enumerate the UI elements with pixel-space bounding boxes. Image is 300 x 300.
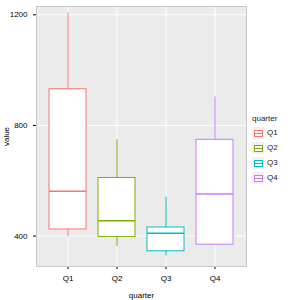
html-text:quarter: quarter: [252, 113, 278, 123]
html-text:Q2: Q2: [267, 143, 278, 152]
html-text:Q1: Q1: [267, 128, 278, 137]
html-text:Q4: Q4: [267, 173, 278, 182]
svg-text:800: 800: [14, 121, 28, 130]
svg-text:Q4: Q4: [210, 274, 221, 283]
svg-text:400: 400: [14, 232, 28, 241]
svg-text:value: value: [2, 126, 11, 146]
svg-text:Q3: Q3: [161, 274, 172, 283]
svg-text:quarter: quarter: [129, 291, 155, 300]
html-text:Q3: Q3: [267, 158, 278, 167]
svg-text:1200: 1200: [10, 10, 28, 19]
svg-text:Q2: Q2: [112, 274, 123, 283]
svg-text:Q1: Q1: [63, 274, 74, 283]
